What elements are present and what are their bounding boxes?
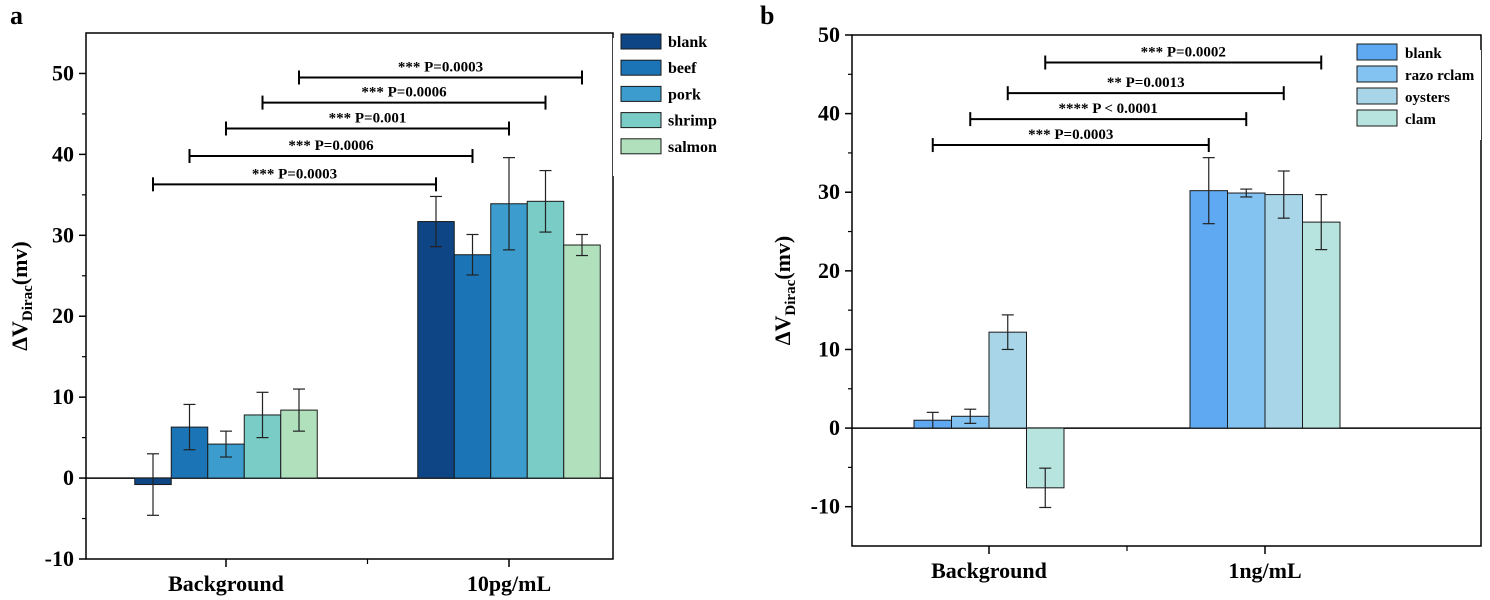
- y-tick-label: 20: [818, 258, 840, 283]
- legend-label: clam: [1405, 112, 1436, 128]
- legend-swatch: [620, 138, 662, 155]
- plot-frame: [851, 34, 1482, 547]
- bar-shrimp-1: [526, 200, 565, 479]
- y-tick-label: 40: [818, 101, 840, 126]
- panel-label: b: [760, 1, 774, 30]
- legend-swatch: [1356, 87, 1398, 105]
- significance-label: ** P=0.0013: [1107, 75, 1185, 91]
- legend-label: blank: [1405, 46, 1442, 62]
- y-tick-label: 40: [52, 141, 74, 166]
- bar-salmon-1: [563, 244, 601, 479]
- y-tick-label: 30: [818, 179, 840, 204]
- legend-label: salmon: [668, 139, 717, 156]
- y-axis-label: ΔVDirac(mv): [7, 241, 36, 351]
- significance-label: **** P < 0.0001: [1059, 101, 1158, 117]
- significance-label: *** P=0.0003: [1028, 127, 1113, 143]
- legend-swatch: [620, 112, 662, 129]
- bar-razo-rclam-1: [1227, 192, 1266, 429]
- legend: blank razo rclam oysters clam: [1350, 43, 1481, 140]
- legend-swatch: [620, 59, 662, 76]
- y-axis-label-unit: (mv): [770, 236, 795, 280]
- legend-label: blank: [668, 34, 707, 51]
- legend-label: beef: [668, 60, 697, 77]
- y-axis-label-unit: (mv): [7, 241, 32, 285]
- y-tick-label: 50: [818, 22, 840, 47]
- legend-label: oysters: [1405, 90, 1450, 106]
- bar-clam-1: [1302, 221, 1341, 429]
- x-tick-label: 1ng/mL: [1228, 558, 1301, 583]
- y-tick-label: 0: [829, 415, 840, 440]
- y-tick-label: -10: [811, 494, 840, 519]
- y-tick-label: 20: [52, 303, 74, 328]
- y-axis-label-main: ΔV: [770, 315, 795, 345]
- x-tick-label: Background: [168, 571, 284, 596]
- y-tick-label: 30: [52, 222, 74, 247]
- legend-label: razo rclam: [1405, 68, 1475, 84]
- y-tick-label: 0: [63, 465, 74, 490]
- significance-label: *** P=0.0003: [252, 166, 337, 182]
- y-axis-label-main: ΔV: [7, 321, 32, 351]
- significance-label: *** P=0.0006: [288, 138, 374, 154]
- plot-frame: [85, 32, 614, 560]
- y-tick-label: 10: [52, 384, 74, 409]
- legend-label: pork: [668, 86, 701, 103]
- legend-swatch: [620, 85, 662, 102]
- y-tick-label: -10: [45, 546, 74, 571]
- legend-swatch: [1356, 43, 1398, 61]
- x-tick-label: Background: [931, 558, 1047, 583]
- bar-beef-1: [453, 254, 492, 479]
- y-tick-label: 10: [818, 336, 840, 361]
- significance-label: *** P=0.001: [329, 110, 407, 126]
- significance-label: *** P=0.0006: [361, 85, 447, 101]
- x-tick-label: 10pg/mL: [467, 571, 551, 596]
- panel-label: a: [10, 1, 23, 30]
- significance-label: *** P=0.0003: [398, 60, 483, 76]
- legend-swatch: [620, 33, 662, 50]
- legend: blank beef pork shrimp salmon: [613, 33, 732, 176]
- y-axis-label: ΔVDirac(mv): [770, 236, 799, 346]
- chart-panel-a: a -10 0 10 20 30 40 50 Background 10pg/mL ΔVDirac(…: [7, 1, 732, 596]
- bar-oysters-1: [1264, 194, 1303, 429]
- bar-blank-1: [417, 221, 455, 479]
- y-axis-label-sub: Dirac: [20, 285, 36, 321]
- legend-label: shrimp: [668, 113, 717, 130]
- significance-label: *** P=0.0002: [1141, 45, 1226, 61]
- chart-panel-b: b -10 0 10 20 30 40 50 Background 1ng/mL ΔVDirac(m…: [760, 1, 1482, 583]
- y-axis-label-sub: Dirac: [783, 279, 799, 315]
- legend-swatch: [1356, 65, 1398, 83]
- legend-swatch: [1356, 109, 1398, 127]
- bar-blank-1: [1189, 190, 1228, 429]
- y-tick-label: 50: [52, 60, 74, 85]
